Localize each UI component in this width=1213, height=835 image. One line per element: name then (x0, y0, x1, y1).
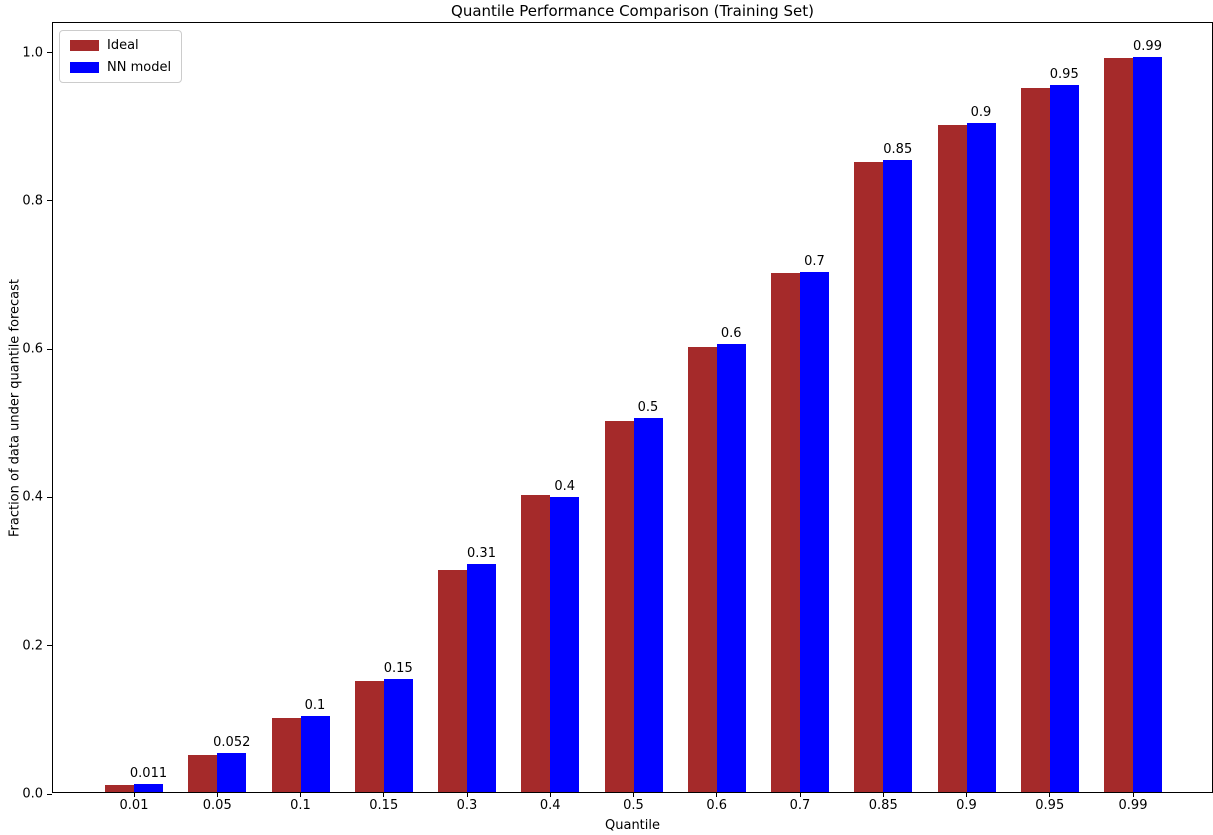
x-tick-label: 0.95 (1035, 798, 1065, 813)
bar-nn-model (1133, 56, 1162, 792)
bar-nn-model (217, 753, 247, 792)
x-tick-label: 0.6 (706, 798, 728, 813)
bar-value-label: 0.7 (804, 254, 825, 270)
bar-ideal (188, 754, 218, 792)
x-tick-mark (300, 792, 301, 797)
bar-ideal (771, 273, 800, 792)
chart-title: Quantile Performance Comparison (Trainin… (451, 2, 814, 20)
x-tick-mark (549, 792, 551, 797)
x-tick-label: 0.4 (539, 798, 561, 813)
bar-ideal (354, 680, 384, 792)
y-tick-mark (47, 793, 52, 795)
bar-ideal (521, 495, 551, 792)
x-tick-label: 0.3 (456, 798, 478, 813)
x-tick-label: 0.99 (1118, 798, 1148, 813)
x-tick-mark (383, 792, 385, 797)
bar-ideal (687, 347, 717, 792)
y-tick-label: 0.8 (22, 193, 43, 209)
legend-label: NN model (107, 60, 172, 75)
x-tick-mark (216, 792, 218, 797)
y-tick-mark (47, 348, 52, 350)
bar-ideal (271, 717, 301, 792)
legend: Ideal NN model (59, 30, 183, 83)
bar-ideal (604, 421, 634, 792)
bar-value-label: 0.85 (883, 142, 913, 158)
bar-nn-model (550, 496, 580, 792)
plot-area: Ideal NN model 0.0 0.2 0.4 0.6 0.8 1.0 0.01 0.01… (22, 22, 1213, 813)
x-tick-mark (466, 792, 468, 797)
bar-value-label: 0.15 (383, 660, 413, 676)
bar-nn-model (467, 564, 496, 792)
x-tick-label: 0.1 (290, 798, 311, 813)
bar-ideal (438, 569, 467, 792)
y-tick-label: 0.4 (22, 489, 43, 505)
bar-ideal (937, 124, 967, 792)
y-tick-label: 1.0 (22, 45, 43, 61)
x-tick-label: 0.05 (202, 798, 232, 813)
x-tick-mark (633, 792, 634, 797)
bar-value-label: 0.011 (129, 765, 168, 781)
bar-nn-model (134, 783, 163, 792)
legend-item: Ideal (70, 38, 171, 53)
bar-value-label: 0.5 (637, 400, 659, 416)
bar-value-label: 0.4 (554, 478, 576, 494)
y-tick-mark (47, 645, 52, 647)
y-tick-label: 0.0 (22, 786, 43, 802)
y-tick-mark (47, 52, 52, 54)
x-axis-label: Quantile (605, 818, 660, 833)
bar-nn-model (300, 716, 330, 792)
y-tick-mark (47, 200, 52, 202)
bar-value-label: 0.052 (213, 735, 251, 751)
bar-ideal (1020, 87, 1050, 792)
y-axis-label: Fraction of data under quantile forecast (7, 278, 23, 538)
bar-ideal (105, 784, 134, 792)
bar-nn-model (1049, 84, 1079, 792)
bar-value-label: 0.1 (304, 698, 326, 714)
x-tick-mark (1132, 792, 1134, 797)
bar-nn-model (883, 160, 913, 792)
bar-nn-model (800, 272, 829, 792)
bar-value-label: 0.6 (720, 325, 742, 341)
bar-ideal (854, 161, 884, 792)
legend-swatch-nn-model (70, 62, 99, 73)
bar-nn-model (716, 343, 746, 792)
bar-value-label: 0.31 (467, 546, 496, 562)
x-tick-label: 0.15 (369, 798, 399, 813)
x-tick-label: 0.7 (789, 798, 811, 813)
y-tick-label: 0.2 (22, 638, 43, 654)
x-tick-label: 0.9 (956, 798, 977, 813)
bar-nn-model (633, 418, 663, 792)
bar-value-label: 0.95 (1049, 66, 1079, 82)
bar-value-label: 0.9 (970, 104, 992, 120)
x-tick-label: 0.5 (623, 798, 644, 813)
legend-swatch-ideal (70, 40, 99, 51)
x-tick-mark (133, 792, 135, 797)
y-tick-mark (47, 496, 52, 498)
bar-nn-model (966, 122, 996, 792)
x-tick-mark (799, 792, 801, 797)
x-tick-label: 0.01 (119, 798, 149, 813)
y-tick-label: 0.6 (22, 341, 43, 357)
bar-nn-model (383, 678, 413, 792)
x-tick-mark (882, 792, 884, 797)
x-tick-mark (1049, 792, 1051, 797)
bar-ideal (1104, 58, 1133, 792)
x-tick-mark (966, 792, 967, 797)
legend-item: NN model (70, 60, 171, 75)
x-tick-mark (716, 792, 718, 797)
x-tick-label: 0.85 (868, 798, 898, 813)
bar-value-label: 0.99 (1133, 38, 1162, 54)
legend-label: Ideal (107, 38, 139, 53)
